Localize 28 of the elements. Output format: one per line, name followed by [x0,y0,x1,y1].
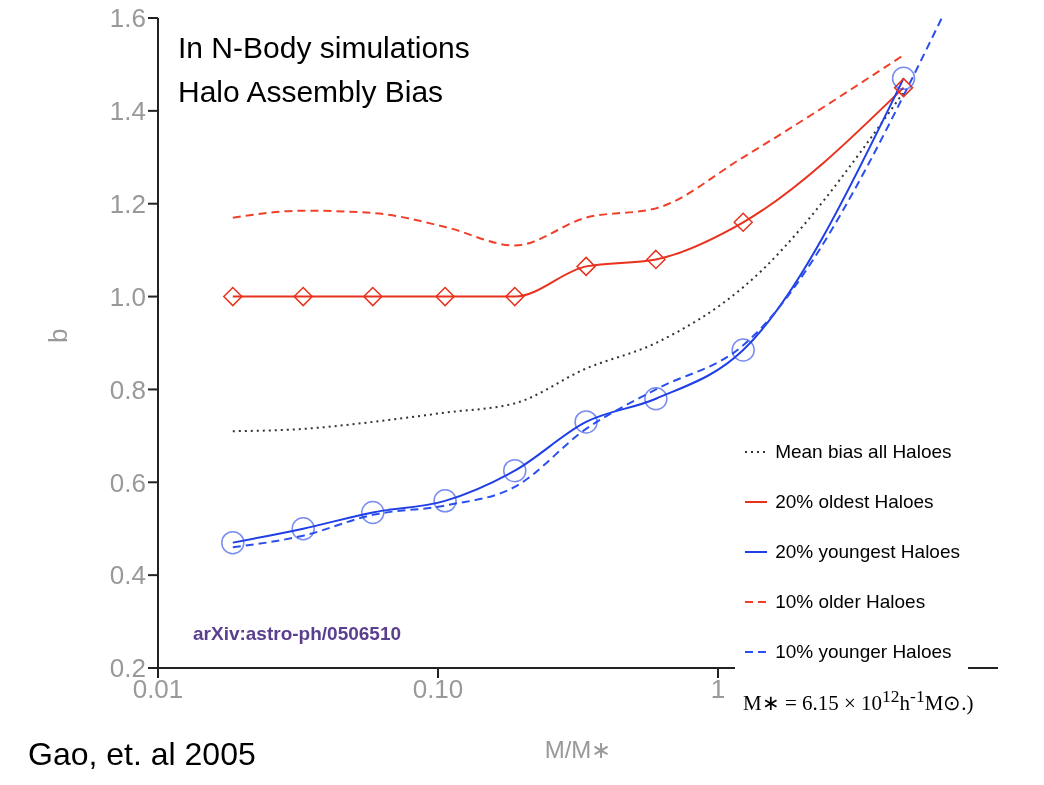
y-tick-label: 1.0 [109,281,146,312]
annotation: arXiv:astro-ph/0506510 [193,623,402,645]
text: Halo Assembly Bias [178,74,445,110]
x-tick-label: 0.10 [412,674,464,705]
chart-title: In N-Body simulations [178,30,470,66]
y-tick-label: 0.6 [109,467,146,498]
legend-label: 10% younger Haloes [775,641,952,663]
x-tick-label: 1 [710,674,726,705]
point [435,286,455,307]
y-tick-label: 0.4 [109,560,146,591]
y-axis-title: b [43,328,74,343]
text: M∗ = 6.15 × 10$^{12}$h$^{-1}$M⊙.) [743,686,974,716]
y-tick-label: 1.6 [109,3,146,34]
text: Gao, et. al 2005 [28,736,256,773]
point [223,286,243,307]
x-axis-title: M/M∗ [544,736,612,763]
y-tick-label: 0.8 [109,374,146,405]
point [505,286,525,307]
point [363,286,383,307]
legend-label: 20% youngest Haloes [775,541,960,563]
y-tick-label: 1.2 [109,188,146,219]
legend-label: Mean bias all Haloes [775,441,952,463]
y-tick-label: 1.4 [109,96,146,127]
legend-label: 10% older Haloes [775,591,926,613]
point [646,249,666,270]
legend-label: 20% oldest Haloes [775,491,934,513]
point [576,256,596,277]
point [293,286,313,307]
